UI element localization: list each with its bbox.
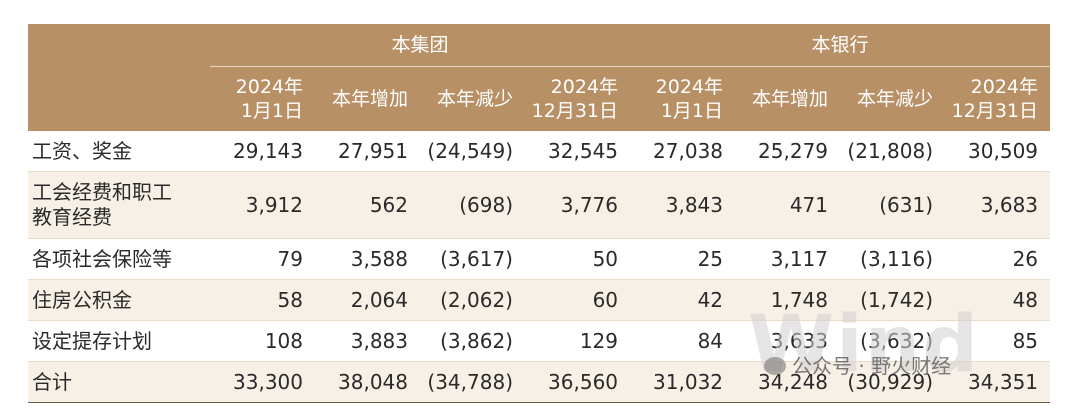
table-cell: 31,032 — [630, 361, 736, 403]
row-label-line: 工会经费和职工 — [32, 180, 172, 204]
compensation-table-container: 本集团 本银行 2024年 1月1日 本年增加 本年减少 2024年 12月31日 2024… — [28, 24, 1051, 403]
table-cell: 3,683 — [945, 171, 1051, 239]
header-column-row: 2024年 1月1日 本年增加 本年减少 2024年 12月31日 2024年 1月1日 本年增… — [28, 66, 1051, 131]
table-row: 合计 33,300 38,048 (34,788) 36,560 31,032 34,248… — [28, 361, 1051, 403]
column-header-line: 2024年 — [970, 76, 1039, 98]
table-cell: 3,633 — [735, 320, 841, 362]
table-cell: 3,912 — [210, 171, 315, 239]
table-cell: (698) — [420, 171, 525, 239]
table-cell: 562 — [315, 171, 420, 239]
column-header-line: 2024年 — [235, 76, 303, 98]
column-header-line: 12月31日 — [951, 100, 1039, 122]
row-label-line: 设定提存计划 — [32, 328, 152, 353]
table-header: 本集团 本银行 2024年 1月1日 本年增加 本年减少 2024年 12月31日 2024… — [28, 24, 1051, 131]
table-cell: 30,509 — [945, 131, 1051, 172]
table-row: 工会经费和职工 教育经费 3,912 562 (698) 3,776 3,843 471 (63… — [28, 171, 1051, 239]
table-cell: 26 — [945, 238, 1051, 280]
row-label-line: 各项社会保险等 — [32, 246, 172, 271]
table-cell: 108 — [210, 320, 315, 362]
column-header: 2024年 1月1日 — [630, 66, 736, 131]
column-header: 本年减少 — [840, 66, 946, 131]
header-corner — [28, 24, 210, 67]
table-cell: (34,788) — [420, 361, 525, 403]
header-group-row: 本集团 本银行 — [28, 24, 1051, 67]
header-corner-lower — [28, 66, 210, 131]
column-header: 2024年 12月31日 — [945, 66, 1051, 131]
row-label: 合计 — [28, 361, 210, 403]
row-label: 工资、奖金 — [28, 131, 210, 172]
table-cell: 3,588 — [315, 238, 420, 280]
column-header-line: 本年减少 — [857, 88, 934, 110]
table-cell: 25 — [630, 238, 736, 280]
table-cell: 32,545 — [525, 131, 631, 172]
table-cell: 85 — [945, 320, 1051, 362]
table-cell: 38,048 — [315, 361, 420, 403]
table-cell: 34,248 — [735, 361, 841, 403]
table-cell: (3,862) — [420, 320, 525, 362]
table-cell: 79 — [210, 238, 315, 280]
table-cell: 129 — [525, 320, 631, 362]
table-cell: 58 — [210, 279, 315, 321]
row-label: 设定提存计划 — [28, 320, 210, 362]
table-row: 住房公积金 58 2,064 (2,062) 60 42 1,748 (1,742) 48 — [28, 279, 1051, 321]
table-cell: 33,300 — [210, 361, 315, 403]
column-header: 2024年 1月1日 — [210, 66, 315, 131]
table-cell: 2,064 — [315, 279, 420, 321]
table-cell: (631) — [840, 171, 946, 239]
table-cell: (3,632) — [840, 320, 946, 362]
column-header: 本年减少 — [420, 66, 525, 131]
table-cell: 27,038 — [630, 131, 736, 172]
table-cell: 50 — [525, 238, 631, 280]
column-header-line: 1月1日 — [660, 100, 724, 122]
group-header-group: 本集团 — [210, 24, 631, 67]
row-label-line: 工资、奖金 — [32, 138, 132, 163]
table-cell: 3,843 — [630, 171, 736, 239]
table-cell: (3,116) — [840, 238, 946, 280]
table-cell: 25,279 — [735, 131, 841, 172]
column-header-line: 本年增加 — [752, 88, 829, 110]
table-cell: (24,549) — [420, 131, 525, 172]
table-cell: (21,808) — [840, 131, 946, 172]
column-header-line: 1月1日 — [240, 100, 303, 122]
row-label-line: 教育经费 — [32, 205, 112, 229]
row-label-line: 住房公积金 — [32, 287, 132, 312]
table-row: 各项社会保险等 79 3,588 (3,617) 50 25 3,117 (3,116) 26 — [28, 238, 1051, 280]
table-cell: (2,062) — [420, 279, 525, 321]
table-cell: (1,742) — [840, 279, 946, 321]
column-header: 本年增加 — [735, 66, 841, 131]
table-cell: (3,617) — [420, 238, 525, 280]
table-cell: 471 — [735, 171, 841, 239]
table-cell: 3,776 — [525, 171, 631, 239]
table-cell: 36,560 — [525, 361, 631, 403]
table-cell: 48 — [945, 279, 1051, 321]
table-cell: 34,351 — [945, 361, 1051, 403]
column-header-line: 2024年 — [550, 76, 619, 98]
table-cell: 60 — [525, 279, 631, 321]
employee-compensation-table: 本集团 本银行 2024年 1月1日 本年增加 本年减少 2024年 12月31日 2024… — [28, 24, 1051, 403]
row-label: 住房公积金 — [28, 279, 210, 321]
row-label-line: 合计 — [32, 369, 72, 394]
column-header-line: 本年增加 — [331, 88, 408, 110]
table-cell: 3,883 — [315, 320, 420, 362]
group-header-bank: 本银行 — [630, 24, 1051, 67]
table-cell: 84 — [630, 320, 736, 362]
table-cell: (30,929) — [840, 361, 946, 403]
table-cell: 1,748 — [735, 279, 841, 321]
table-body: 工资、奖金 29,143 27,951 (24,549) 32,545 27,038 25,… — [28, 131, 1051, 403]
table-cell: 29,143 — [210, 131, 315, 172]
table-cell: 27,951 — [315, 131, 420, 172]
column-header-line: 2024年 — [655, 76, 724, 98]
row-label: 工会经费和职工 教育经费 — [28, 171, 210, 239]
table-row: 设定提存计划 108 3,883 (3,862) 129 84 3,633 (3,632) 85 — [28, 320, 1051, 362]
column-header: 2024年 12月31日 — [525, 66, 631, 131]
column-header-line: 12月31日 — [531, 100, 619, 122]
table-row: 工资、奖金 29,143 27,951 (24,549) 32,545 27,038 25,… — [28, 131, 1051, 172]
column-header-line: 本年减少 — [436, 88, 513, 110]
column-header: 本年增加 — [315, 66, 420, 131]
table-cell: 3,117 — [735, 238, 841, 280]
row-label: 各项社会保险等 — [28, 238, 210, 280]
table-cell: 42 — [630, 279, 736, 321]
